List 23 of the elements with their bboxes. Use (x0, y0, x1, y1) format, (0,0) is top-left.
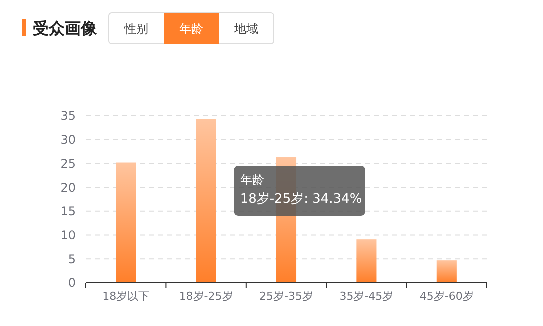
y-tick-label: 10 (60, 228, 76, 242)
x-tick-label: 18岁以下 (102, 290, 150, 303)
y-tick-label: 35 (60, 109, 76, 124)
y-tick-label: 20 (60, 180, 76, 195)
text: 年龄 (180, 22, 204, 36)
y-tick-label: 0 (68, 276, 76, 290)
text: 地域 (234, 22, 258, 36)
y-tick-label: 25 (60, 156, 76, 171)
annotation: 年龄 (240, 172, 264, 187)
bar (116, 162, 136, 283)
y-tick-label: 15 (60, 204, 76, 219)
bar (436, 260, 457, 283)
x-tick-label: 45岁-60岁 (420, 290, 474, 303)
bar (196, 119, 216, 283)
x-tick-label: 35岁-45岁 (340, 290, 394, 303)
y-tick-label: 5 (68, 252, 76, 266)
y-tick-label: 30 (60, 133, 76, 148)
x-tick-label: 18岁-25岁 (179, 290, 234, 303)
text: 性别 (124, 22, 148, 36)
chart-title: 受众画像 (32, 19, 98, 38)
annotation: 18岁-25岁: 34.34% (240, 192, 362, 207)
x-tick-label: 25岁-35岁 (260, 290, 314, 303)
bar (356, 240, 377, 283)
